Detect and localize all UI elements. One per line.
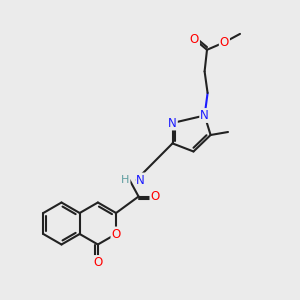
Text: O: O xyxy=(150,190,160,203)
Text: O: O xyxy=(93,256,103,269)
Text: H: H xyxy=(121,175,130,185)
Text: N: N xyxy=(200,109,209,122)
Text: N: N xyxy=(136,173,145,187)
Text: N: N xyxy=(168,116,177,130)
Text: O: O xyxy=(111,227,121,241)
Text: O: O xyxy=(220,36,229,49)
Text: O: O xyxy=(190,33,199,46)
